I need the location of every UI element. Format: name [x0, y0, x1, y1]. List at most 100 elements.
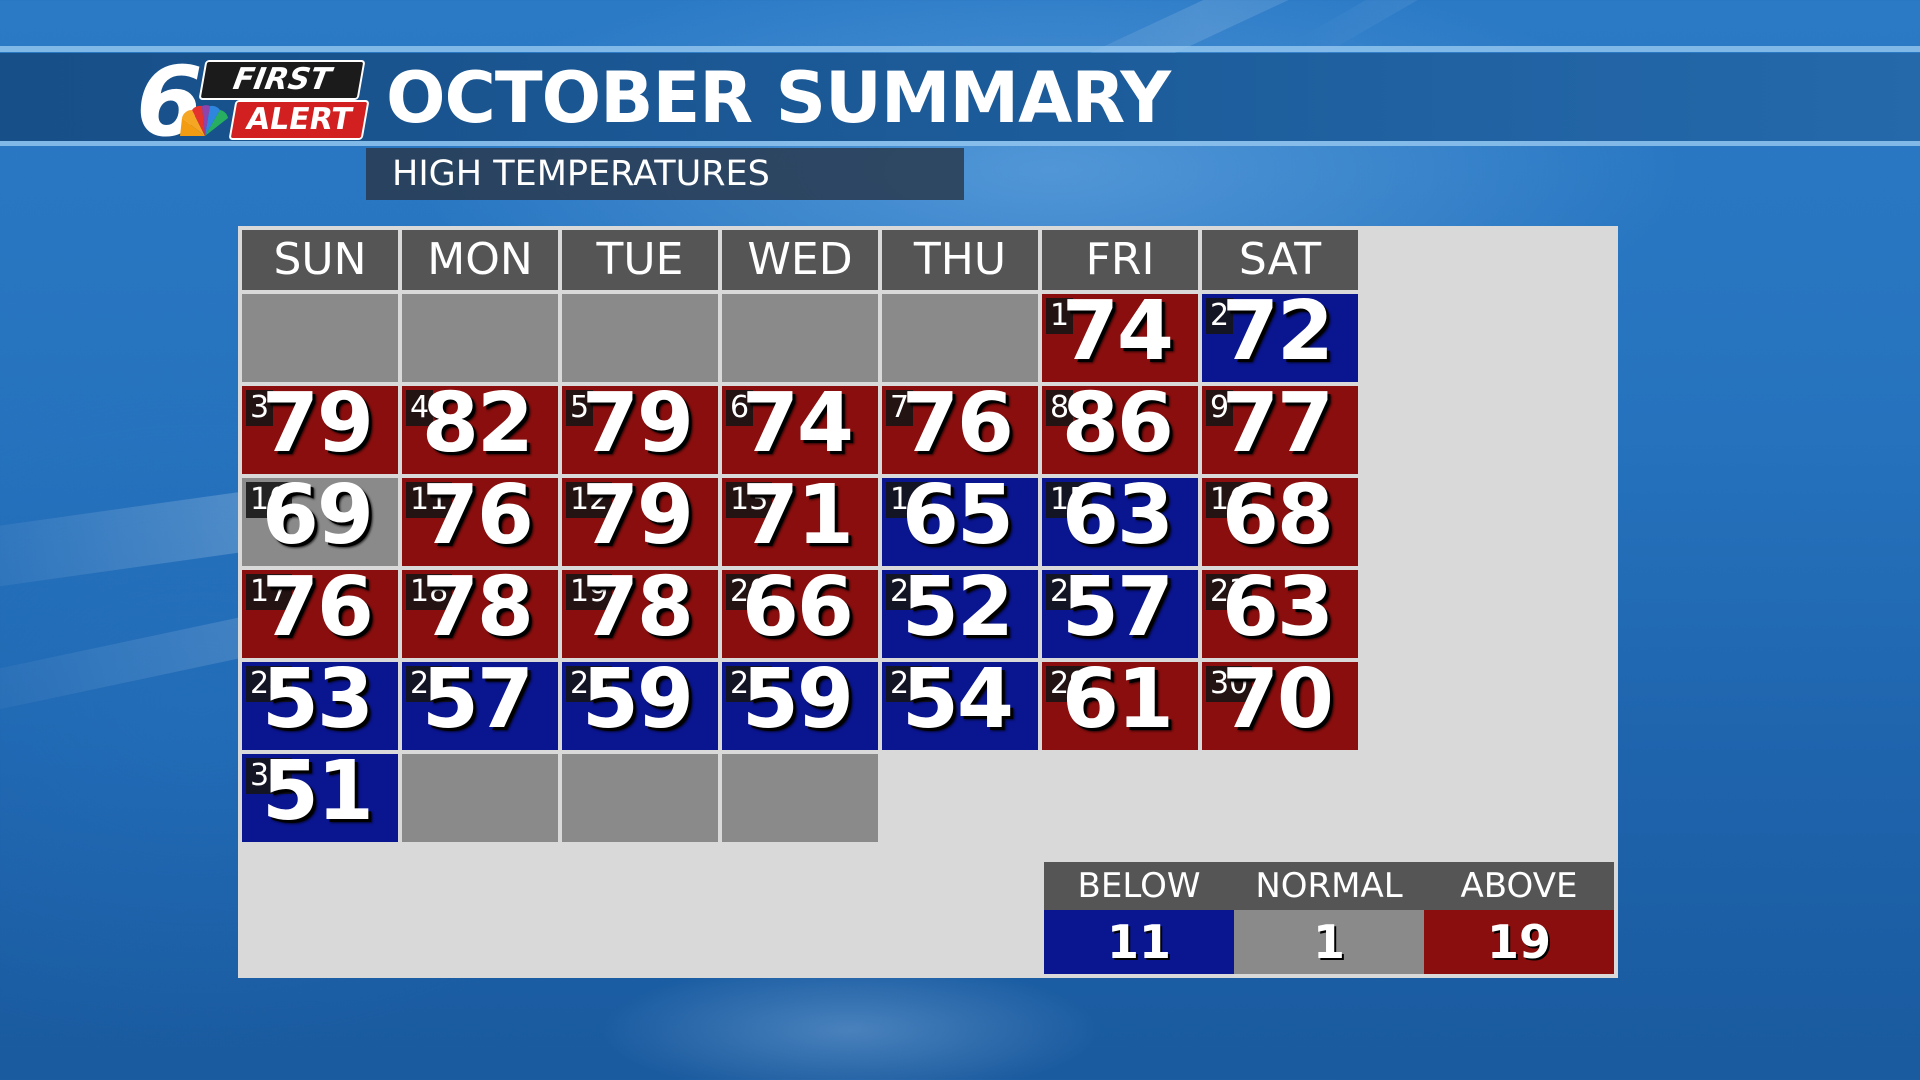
- high-temperature: 53: [261, 652, 374, 747]
- day-header-thu: THU: [882, 230, 1038, 290]
- background-cloud: [600, 960, 1100, 1080]
- high-temperature: 76: [901, 376, 1014, 471]
- calendar-day-cell: 2 72: [1202, 284, 1358, 382]
- date-number: 20: [726, 574, 773, 610]
- empty-day-cell: [722, 294, 878, 382]
- calendar-day-cell: 20 66: [722, 560, 878, 658]
- page-subtitle: HIGH TEMPERATURES: [392, 154, 770, 194]
- summary-label-above: ABOVE: [1424, 862, 1614, 910]
- high-temperature: 61: [1061, 652, 1174, 747]
- high-temperature: 51: [261, 744, 374, 839]
- calendar-day-cell: 6 74: [722, 376, 878, 474]
- day-header-fri: FRI: [1042, 230, 1198, 290]
- high-temperature: 57: [1061, 560, 1174, 655]
- station-logo: 6 FIRST ALERT: [136, 46, 370, 158]
- day-header-wed: WED: [722, 230, 878, 290]
- high-temperature: 59: [741, 652, 854, 747]
- header-top-rule: [0, 46, 1920, 52]
- empty-day-cell: [562, 754, 718, 842]
- calendar-day-cell: 31 51: [242, 744, 398, 842]
- high-temperature: 59: [581, 652, 694, 747]
- date-number: 1: [1046, 298, 1074, 334]
- summary-count-below: 11: [1044, 910, 1234, 974]
- date-number: 5: [566, 390, 594, 426]
- calendar-day-cell: 24 53: [242, 652, 398, 750]
- high-temperature: 74: [741, 376, 854, 471]
- high-temperature: 63: [1221, 560, 1334, 655]
- subtitle-box: HIGH TEMPERATURES: [366, 148, 964, 200]
- calendar-day-cell: 19 78: [562, 560, 718, 658]
- high-temperature: 52: [901, 560, 1014, 655]
- high-temperature: 65: [901, 468, 1014, 563]
- high-temperature: 79: [581, 468, 694, 563]
- date-number: 7: [886, 390, 914, 426]
- calendar-day-cell: 26 59: [562, 652, 718, 750]
- high-temperature: 57: [421, 652, 534, 747]
- date-number: 16: [1206, 482, 1253, 518]
- date-number: 19: [566, 574, 613, 610]
- calendar-day-cell: 9 77: [1202, 376, 1358, 474]
- high-temperature: 68: [1221, 468, 1334, 563]
- high-temperature: 77: [1221, 376, 1334, 471]
- calendar-day-cell: 5 79: [562, 376, 718, 474]
- empty-day-cell: [562, 294, 718, 382]
- nbc-peacock-icon: [180, 105, 228, 136]
- date-number: 27: [726, 666, 773, 702]
- calendar-day-cell: 15 63: [1042, 468, 1198, 566]
- date-number: 31: [246, 758, 293, 794]
- date-number: 3: [246, 390, 274, 426]
- high-temperature: 71: [741, 468, 854, 563]
- high-temperature: 76: [261, 560, 374, 655]
- logo-first-badge: FIRST: [198, 60, 366, 100]
- calendar-day-cell: 13 71: [722, 468, 878, 566]
- date-number: 2: [1206, 298, 1234, 334]
- date-number: 9: [1206, 390, 1234, 426]
- summary-count-normal: 1: [1234, 910, 1424, 974]
- page-title: OCTOBER SUMMARY: [386, 57, 1171, 139]
- date-number: 14: [886, 482, 933, 518]
- high-temperature: 72: [1221, 284, 1334, 379]
- calendar-day-cell: 22 57: [1042, 560, 1198, 658]
- calendar-day-cell: 7 76: [882, 376, 1038, 474]
- empty-day-cell: [722, 754, 878, 842]
- high-temperature: 78: [581, 560, 694, 655]
- calendar-day-cell: 29 61: [1042, 652, 1198, 750]
- calendar-day-cell: 30 70: [1202, 652, 1358, 750]
- date-number: 11: [406, 482, 453, 518]
- date-number: 28: [886, 666, 933, 702]
- high-temperature: 63: [1061, 468, 1174, 563]
- logo-channel-number: 6: [136, 46, 203, 158]
- calendar-day-cell: 1 74: [1042, 284, 1198, 382]
- high-temperature: 74: [1061, 284, 1174, 379]
- logo-alert-badge: ALERT: [228, 100, 370, 140]
- high-temperature: 79: [261, 376, 374, 471]
- calendar-day-cell: 21 52: [882, 560, 1038, 658]
- high-temperature: 69: [261, 468, 374, 563]
- summary-count-above: 19: [1424, 910, 1614, 974]
- summary-label-below: BELOW: [1044, 862, 1234, 910]
- date-number: 24: [246, 666, 293, 702]
- calendar-day-cell: 18 78: [402, 560, 558, 658]
- date-number: 10: [246, 482, 293, 518]
- high-temperature: 82: [421, 376, 534, 471]
- calendar-day-cell: 27 59: [722, 652, 878, 750]
- day-header-sat: SAT: [1202, 230, 1358, 290]
- calendar-day-cell: 16 68: [1202, 468, 1358, 566]
- high-temperature: 54: [901, 652, 1014, 747]
- empty-day-cell: [242, 294, 398, 382]
- date-number: 12: [566, 482, 613, 518]
- calendar-day-cell: 23 63: [1202, 560, 1358, 658]
- calendar-day-cell: 25 57: [402, 652, 558, 750]
- high-temperature: 78: [421, 560, 534, 655]
- date-number: 13: [726, 482, 773, 518]
- date-number: 26: [566, 666, 613, 702]
- date-number: 21: [886, 574, 933, 610]
- calendar-grid: SUN MON TUE WED THU FRI SAT 1 74 2 72 3 79 4 82 5 79 6 74 7…: [238, 226, 1618, 978]
- date-number: 29: [1046, 666, 1093, 702]
- empty-day-cell: [882, 294, 1038, 382]
- empty-day-cell: [402, 294, 558, 382]
- day-header-mon: MON: [402, 230, 558, 290]
- summary-label-normal: NORMAL: [1234, 862, 1424, 910]
- calendar-day-cell: 10 69: [242, 468, 398, 566]
- calendar-day-cell: 17 76: [242, 560, 398, 658]
